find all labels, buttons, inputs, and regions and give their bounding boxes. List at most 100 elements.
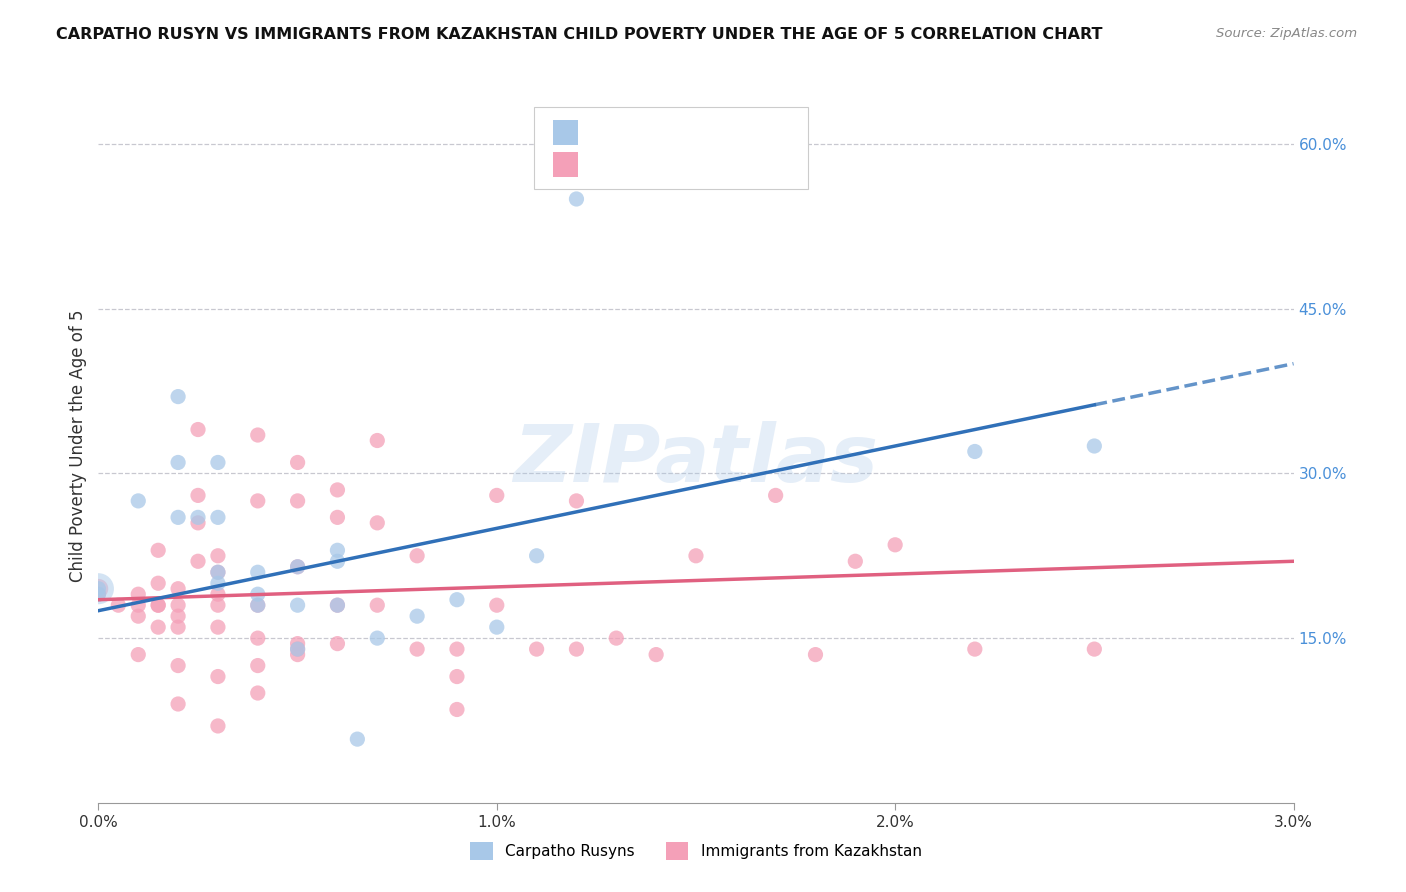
Point: [148, 576, 170, 591]
Point: [287, 637, 309, 651]
Point: [366, 631, 388, 645]
Point: [107, 598, 129, 612]
Point: [326, 598, 349, 612]
Point: [167, 582, 190, 596]
Point: [485, 598, 508, 612]
Text: N = 29: N = 29: [696, 122, 754, 140]
Point: [406, 642, 429, 657]
Point: [326, 598, 349, 612]
Point: [207, 566, 229, 580]
Point: [167, 510, 190, 524]
Text: CARPATHO RUSYN VS IMMIGRANTS FROM KAZAKHSTAN CHILD POVERTY UNDER THE AGE OF 5 CO: CARPATHO RUSYN VS IMMIGRANTS FROM KAZAKH…: [56, 27, 1102, 42]
Y-axis label: Child Poverty Under the Age of 5: Child Poverty Under the Age of 5: [69, 310, 87, 582]
Point: [207, 587, 229, 601]
Point: [446, 642, 468, 657]
Point: [287, 559, 309, 574]
Point: [246, 566, 269, 580]
Point: [446, 592, 468, 607]
Point: [326, 637, 349, 651]
Point: [446, 702, 468, 716]
Point: [326, 510, 349, 524]
Point: [685, 549, 707, 563]
Point: [605, 631, 627, 645]
Point: [844, 554, 866, 568]
Point: [127, 609, 149, 624]
Legend: Carpatho Rusyns, Immigrants from Kazakhstan: Carpatho Rusyns, Immigrants from Kazakhs…: [464, 836, 928, 866]
Point: [526, 549, 548, 563]
Point: [485, 488, 508, 502]
Point: [187, 488, 209, 502]
Point: [1083, 439, 1105, 453]
Point: [765, 488, 787, 502]
Point: [167, 609, 190, 624]
Point: [326, 483, 349, 497]
Point: [148, 620, 170, 634]
Point: [366, 434, 388, 448]
Point: [1083, 642, 1105, 657]
Point: [485, 620, 508, 634]
Point: [246, 428, 269, 442]
Text: ZIPatlas: ZIPatlas: [513, 421, 879, 500]
Point: [287, 559, 309, 574]
Point: [207, 669, 229, 683]
Point: [246, 598, 269, 612]
Point: [87, 587, 110, 601]
Point: [565, 642, 588, 657]
Point: [346, 732, 368, 747]
Point: [207, 510, 229, 524]
Point: [246, 494, 269, 508]
Point: [187, 423, 209, 437]
Point: [167, 620, 190, 634]
Point: [287, 494, 309, 508]
Point: [127, 494, 149, 508]
Point: [87, 587, 110, 601]
Point: [167, 390, 190, 404]
Point: [87, 582, 110, 596]
Point: [246, 598, 269, 612]
Point: [287, 598, 309, 612]
Point: [884, 538, 907, 552]
Point: [526, 642, 548, 657]
Point: [366, 516, 388, 530]
Point: [187, 554, 209, 568]
Point: [167, 455, 190, 469]
Point: [565, 192, 588, 206]
Point: [127, 648, 149, 662]
Point: [287, 648, 309, 662]
Point: [207, 598, 229, 612]
Point: [148, 598, 170, 612]
Point: [963, 642, 986, 657]
Point: [167, 658, 190, 673]
Point: [148, 543, 170, 558]
Point: [565, 494, 588, 508]
Point: [207, 620, 229, 634]
Point: [287, 642, 309, 657]
Point: [406, 549, 429, 563]
Point: [246, 686, 269, 700]
Point: [446, 669, 468, 683]
Text: N = 67: N = 67: [696, 153, 754, 171]
Point: [87, 582, 110, 596]
Point: [326, 554, 349, 568]
Point: [167, 598, 190, 612]
Point: [287, 642, 309, 657]
Point: [246, 587, 269, 601]
Text: R =  0.377: R = 0.377: [586, 122, 675, 140]
Point: [326, 543, 349, 558]
Point: [246, 658, 269, 673]
Text: R =  0.094: R = 0.094: [586, 153, 675, 171]
Point: [167, 697, 190, 711]
Point: [187, 516, 209, 530]
Point: [148, 598, 170, 612]
Point: [366, 598, 388, 612]
Point: [406, 609, 429, 624]
Point: [246, 631, 269, 645]
Point: [287, 455, 309, 469]
Point: [207, 719, 229, 733]
Point: [87, 582, 110, 596]
Point: [207, 566, 229, 580]
Point: [645, 648, 668, 662]
Point: [207, 549, 229, 563]
Point: [207, 576, 229, 591]
Point: [127, 598, 149, 612]
